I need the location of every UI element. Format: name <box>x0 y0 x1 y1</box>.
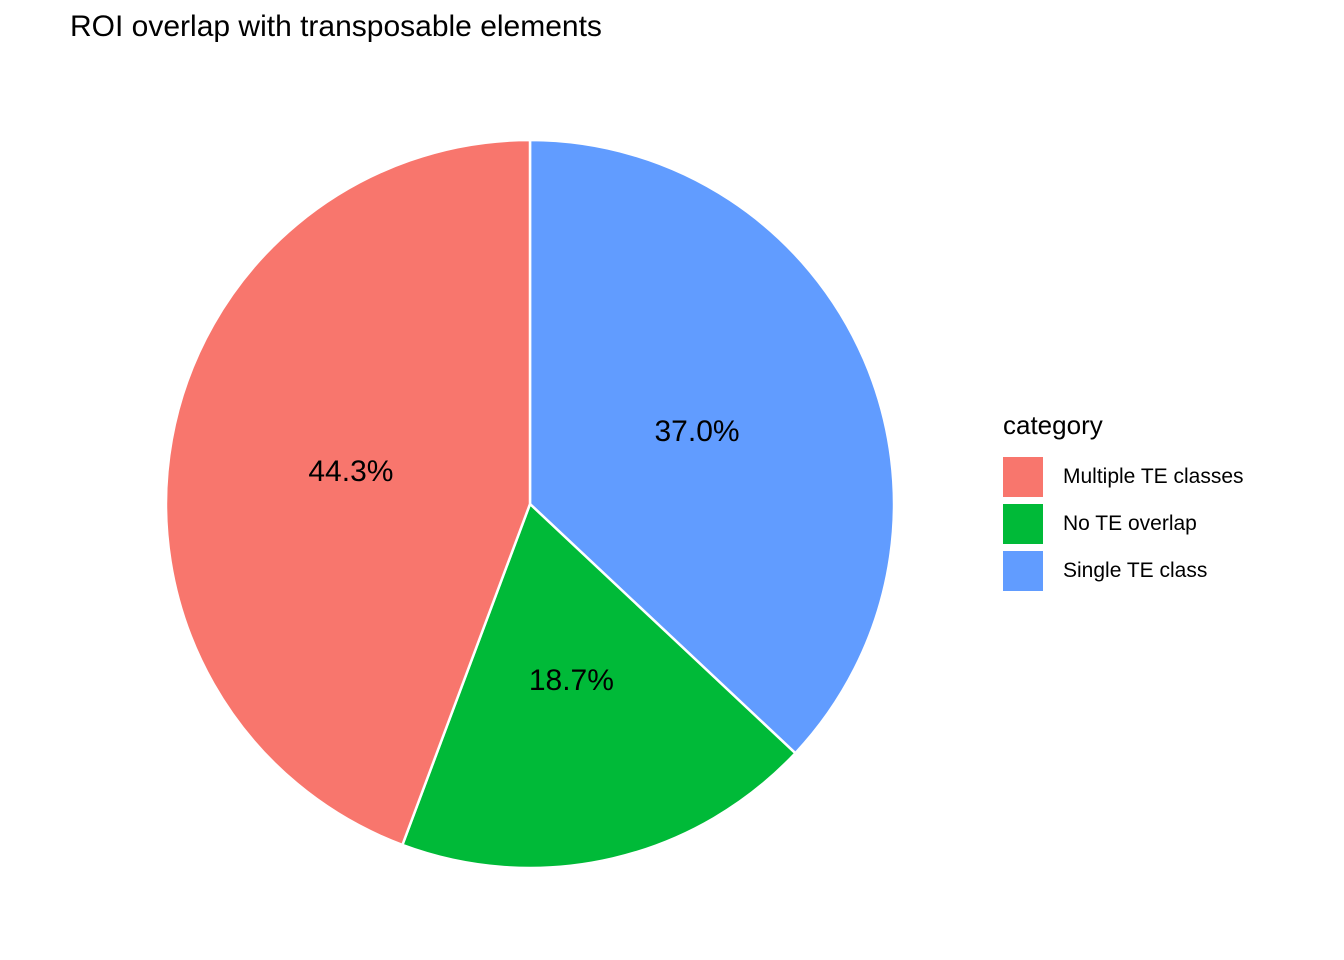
pie-slice-multiple-te-classes <box>164 138 532 847</box>
legend-title: category <box>1003 410 1103 440</box>
legend-item: Single TE class <box>1003 551 1244 592</box>
chart-title: ROI overlap with transposable elements <box>70 10 602 43</box>
legend-swatch-icon <box>1003 457 1043 498</box>
slice-percentage-label: 18.7% <box>528 664 614 698</box>
legend-item: Multiple TE classes <box>1003 457 1244 498</box>
legend-swatch-icon <box>1003 551 1043 592</box>
legend-item-label: Single TE class <box>1063 559 1208 583</box>
pie-slice-no-te-overlap <box>401 502 797 870</box>
legend-item-label: Multiple TE classes <box>1063 465 1244 489</box>
pie-slice-single-te-class <box>528 138 896 755</box>
slice-percentage-label: 44.3% <box>308 454 394 488</box>
slice-percentage-label: 37.0% <box>654 414 740 448</box>
legend-item: No TE overlap <box>1003 504 1244 545</box>
legend-items: Multiple TE classes No TE overlap Single T… <box>1003 457 1244 592</box>
legend-swatch-icon <box>1003 504 1043 545</box>
legend: category Multiple TE classes No TE overla… <box>1003 410 1244 598</box>
legend-item-label: No TE overlap <box>1063 512 1197 536</box>
